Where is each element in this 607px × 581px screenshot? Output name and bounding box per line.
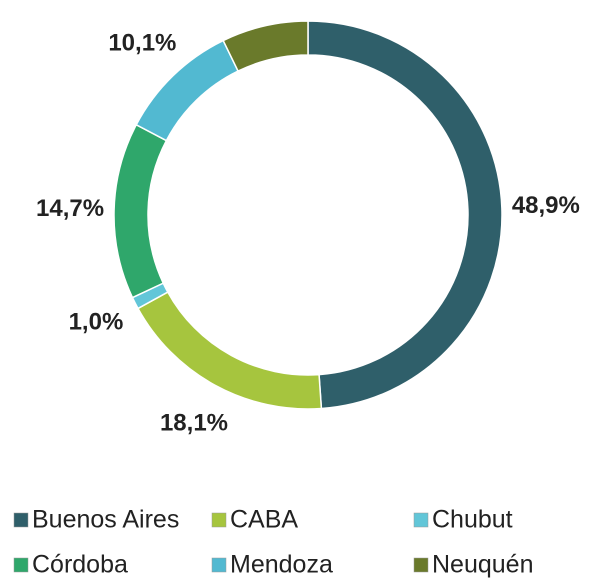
- legend-marker: [211, 512, 227, 528]
- value-label: 10,1%: [108, 29, 176, 56]
- legend-marker: [13, 512, 29, 528]
- legend-label: CABA: [230, 506, 298, 534]
- legend-label: Neuquén: [432, 551, 533, 579]
- legend-label: Buenos Aires: [32, 506, 179, 534]
- donut-segment: [307, 20, 503, 410]
- donut-segment: [136, 291, 323, 410]
- value-label: 14,7%: [36, 195, 104, 222]
- legend-marker: [13, 557, 29, 573]
- value-label: 18,1%: [160, 409, 228, 436]
- value-label: 1,0%: [69, 308, 124, 335]
- legend-label: Chubut: [432, 506, 513, 534]
- legend-marker: [413, 512, 429, 528]
- legend-label: Mendoza: [230, 551, 333, 579]
- legend-marker: [211, 557, 227, 573]
- legend-marker: [413, 557, 429, 573]
- donut-segment: [222, 20, 309, 73]
- donut-segment: [113, 123, 168, 299]
- legend-label: Córdoba: [32, 551, 128, 579]
- value-label: 48,9%: [512, 192, 580, 219]
